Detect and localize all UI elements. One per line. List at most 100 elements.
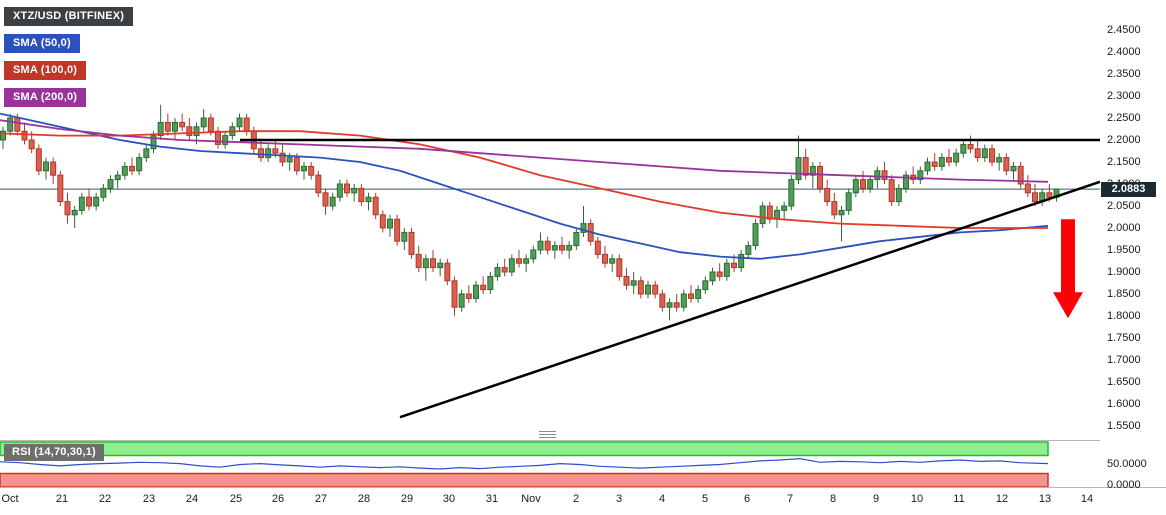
candle [637,276,644,299]
sma-200-line [0,119,1049,183]
candle [415,245,422,272]
candle [881,162,888,184]
time-tick-label: 27 [314,493,328,505]
candle [86,188,93,211]
candle [200,109,207,132]
time-tick-label: 9 [872,493,880,505]
candle [967,135,974,154]
price-tick-label: 2.2500 [1107,111,1141,124]
candle [430,250,437,272]
candle [508,254,515,277]
price-tick-label: 2.4000 [1107,45,1141,58]
rsi-line [0,457,1049,470]
candle [594,236,601,259]
candle [215,126,222,149]
time-tick-label: 11 [953,493,965,505]
rsi-indicator-badge[interactable]: RSI (14,70,30,1) [4,444,104,461]
candle [329,192,336,211]
candle [924,157,931,176]
price-tick-label: 2.1500 [1107,155,1141,168]
candle [1010,162,1017,180]
candle [7,113,14,136]
candle [938,153,945,171]
sma-200-badge[interactable]: SMA (200,0) [4,88,87,107]
time-tick-label: 24 [185,493,199,505]
candle [910,166,917,184]
candle [437,258,444,277]
down-arrow-icon[interactable] [1053,219,1083,319]
candle [688,285,695,303]
candle [960,140,967,158]
candle [1032,184,1039,206]
rsi-oversold-band [0,472,1049,488]
candle [516,250,523,268]
time-tick-label: 13 [1038,493,1052,505]
sma-100-badge[interactable]: SMA (100,0) [4,61,87,80]
symbol-badge[interactable]: XTZ/USD (BITFINEX) [4,7,134,26]
price-tick-label: 2.4500 [1107,23,1141,36]
price-tick-label: 2.0000 [1107,221,1141,234]
time-tick-label: 30 [442,493,456,505]
price-tick-label: 1.5500 [1107,419,1141,432]
candle [494,263,501,281]
candle [989,144,996,167]
time-tick-label: 21 [55,493,69,505]
candle [802,148,809,180]
candle [766,201,773,224]
candle [931,153,938,171]
time-tick-label: 5 [701,493,709,505]
time-tick-label: 28 [357,493,371,505]
candle [129,157,136,176]
candle [996,153,1003,171]
candle [501,258,508,277]
candle [186,118,193,140]
candle [831,192,838,220]
candle [351,184,358,202]
sma-50-badge[interactable]: SMA (50,0) [4,34,80,53]
candle [0,126,6,149]
candle [566,241,573,259]
candle [537,232,544,255]
candle [551,241,558,259]
time-tick-label: 10 [910,493,924,505]
time-tick-label: 6 [743,493,751,505]
candle [401,228,408,250]
pane-resize-handle[interactable] [539,431,556,438]
candle [917,166,924,184]
candle [544,236,551,255]
ascending-trendline[interactable] [399,180,1101,419]
candle [179,113,186,132]
candle [523,254,530,272]
price-tick-label: 1.8000 [1107,309,1141,322]
candle [387,214,394,237]
candle [1024,175,1031,198]
candle [845,188,852,215]
candle [867,175,874,193]
candle [1039,188,1046,206]
candle [164,113,171,136]
time-tick-label: Nov [521,493,541,505]
candle [372,192,379,220]
sma-50-line [0,112,1049,260]
candle [64,192,71,224]
candle [265,144,272,162]
candle [795,135,802,184]
candle [946,148,953,167]
candle [616,254,623,281]
candle [716,263,723,281]
candle [143,144,150,162]
candle [817,162,824,193]
time-axis[interactable]: Oct 21 22 23 24 25 26 27 28 29 30 31 Nov 2 3 4 5 6 7 8 9 10 11… [0,488,1166,515]
price-tick-label: 2.3500 [1107,67,1141,80]
time-tick-label: 2 [572,493,580,505]
price-tick-label: 1.9500 [1107,243,1141,256]
candle [222,131,229,149]
candle [315,170,322,198]
candle [71,206,78,228]
price-axis[interactable]: 2.4500 2.4000 2.3500 2.3000 2.2500 2.2000 2.15… [1100,0,1166,487]
candle [580,206,587,237]
time-tick-label: 14 [1080,493,1094,505]
candle [752,219,759,250]
candle [465,285,472,303]
